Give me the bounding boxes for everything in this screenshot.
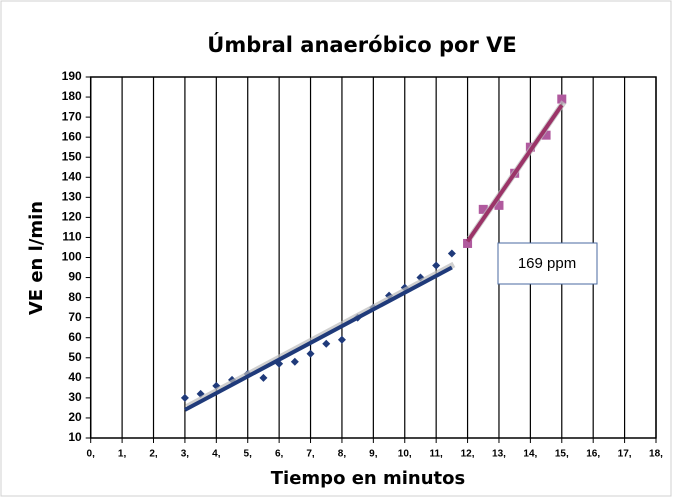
point: [290, 357, 299, 366]
x-tick-label: 15,: [555, 449, 569, 460]
point: [541, 130, 551, 140]
y-tick-label: 90: [68, 270, 82, 284]
point: [447, 249, 456, 258]
point: [322, 339, 331, 348]
annotation: 169 ppm: [518, 255, 576, 272]
y-tick-label: 10: [68, 430, 82, 444]
point: [557, 94, 567, 104]
x-tick-label: 16,: [586, 449, 600, 460]
plot-area: 0, 1, 2, 3, 4, 5, 6, 7, 8, 9, 10, 11, 12, 13, 14, 15, 16…: [62, 69, 664, 459]
x-tick-label: 13,: [492, 449, 506, 460]
trend-line: [183, 265, 453, 412]
x-tick-label: 14,: [523, 449, 537, 460]
y-tick-label: 190: [62, 69, 82, 83]
y-tick-label: 140: [62, 169, 82, 183]
x-tick-label: 1,: [118, 449, 127, 460]
x-tick-label: 2,: [149, 449, 158, 460]
y-tick-label: 50: [68, 350, 82, 364]
point: [494, 200, 504, 210]
x-tick-label: 3,: [181, 449, 190, 460]
x-tick-label: 0,: [87, 449, 96, 460]
x-tick-label: 5,: [244, 449, 253, 460]
x-tick-label: 10,: [398, 449, 412, 460]
trend-line: [465, 103, 564, 243]
y-tick-label: 110: [62, 230, 82, 244]
y-axis-label: VE en l/min: [26, 201, 47, 315]
x-tick-label: 8,: [338, 449, 347, 460]
point: [259, 373, 268, 382]
y-tick-label: 70: [68, 310, 82, 324]
y-tick-label: 20: [68, 410, 82, 424]
x-tick-label: 4,: [212, 449, 221, 460]
point: [337, 335, 346, 344]
annotation-box: [497, 242, 598, 285]
x-tick-label: 9,: [369, 449, 378, 460]
point: [306, 349, 315, 358]
y-tick-label: 160: [62, 129, 82, 143]
x-tick-label: 6,: [275, 449, 284, 460]
y-tick-label: 170: [62, 109, 82, 123]
x-tick-label: 12,: [461, 449, 475, 460]
y-tick-label: 180: [62, 89, 82, 103]
y-tick-label: 40: [68, 370, 82, 384]
plot-border: [89, 76, 657, 439]
y-tick-label: 120: [62, 210, 82, 224]
point: [432, 261, 441, 270]
point: [463, 238, 473, 248]
x-tick-label: 18,: [649, 449, 663, 460]
y-tick-label: 100: [62, 250, 82, 264]
y-tick-label: 130: [62, 190, 82, 204]
x-tick-label: 17,: [618, 449, 632, 460]
y-tick-label: 60: [68, 330, 82, 344]
point: [180, 393, 189, 402]
x-tick-label: 11,: [429, 449, 443, 460]
chart-title: Úmbral anaeróbico por VE: [207, 32, 516, 57]
x-axis-label: Tiempo en minutos: [271, 468, 465, 489]
point: [478, 204, 488, 214]
x-tick-label: 7,: [306, 449, 315, 460]
y-tick-label: 30: [68, 390, 82, 404]
y-tick-label: 80: [68, 290, 82, 304]
y-tick-label: 150: [62, 149, 82, 163]
